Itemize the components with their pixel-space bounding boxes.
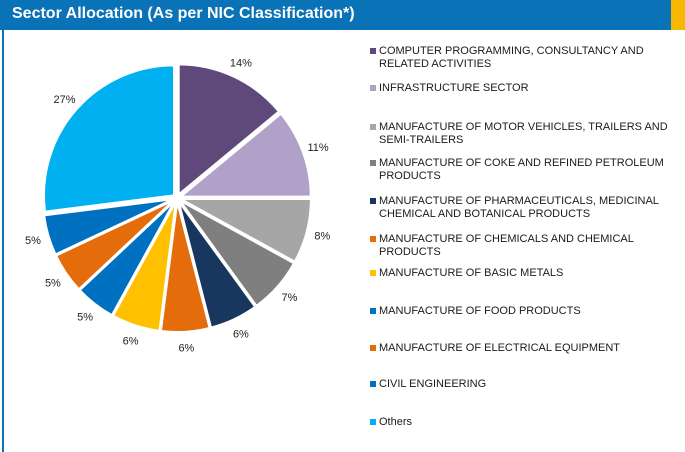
slice-percent-label: 6% bbox=[233, 329, 249, 341]
legend-swatch bbox=[370, 381, 376, 387]
legend-item: Others bbox=[370, 416, 680, 429]
pie-slice bbox=[43, 198, 174, 256]
legend-swatch bbox=[370, 270, 376, 276]
legend-swatch bbox=[370, 236, 376, 242]
pie-slice bbox=[180, 197, 312, 263]
legend-swatch bbox=[370, 124, 376, 130]
legend-label: MANUFACTURE OF BASIC METALS bbox=[379, 267, 564, 279]
legend-swatch bbox=[370, 160, 376, 166]
slice-percent-label: 6% bbox=[123, 336, 139, 348]
legend-swatch bbox=[370, 308, 376, 314]
pie-slice bbox=[177, 201, 257, 329]
legend-label: MANUFACTURE OF MOTOR VEHICLES, TRAILERS … bbox=[379, 121, 668, 146]
slice-percent-label: 5% bbox=[77, 312, 93, 324]
legend-swatch bbox=[370, 345, 376, 351]
pie-slice bbox=[43, 64, 175, 213]
panel-title: Sector Allocation (As per NIC Classifica… bbox=[12, 5, 355, 22]
slice-percent-label: 27% bbox=[53, 94, 75, 106]
legend-label: MANUFACTURE OF ELECTRICAL EQUIPMENT bbox=[379, 342, 621, 354]
pie-slice bbox=[54, 199, 175, 291]
legend-swatch bbox=[370, 85, 376, 91]
slice-percent-label: 5% bbox=[45, 277, 61, 289]
legend-item: MANUFACTURE OF FOOD PRODUCTS bbox=[370, 305, 680, 318]
legend-item: MANUFACTURE OF COKE AND REFINED PETROLEU… bbox=[370, 157, 680, 183]
legend-label: MANUFACTURE OF CHEMICALS AND CHEMICAL PR… bbox=[379, 233, 634, 258]
legend-item: MANUFACTURE OF PHARMACEUTICALS, MEDICINA… bbox=[370, 195, 680, 221]
legend-item: MANUFACTURE OF ELECTRICAL EQUIPMENT bbox=[370, 342, 680, 355]
legend-item: MANUFACTURE OF MOTOR VEHICLES, TRAILERS … bbox=[370, 121, 680, 147]
legend-item: INFRASTRUCTURE SECTOR bbox=[370, 82, 680, 95]
legend-item: COMPUTER PROGRAMMING, CONSULTANCY AND RE… bbox=[370, 45, 680, 71]
header-accent-bar bbox=[671, 0, 685, 30]
pie-slice bbox=[111, 201, 177, 332]
slice-percent-label: 6% bbox=[178, 343, 194, 355]
legend-item: MANUFACTURE OF CHEMICALS AND CHEMICAL PR… bbox=[370, 233, 680, 259]
legend-label: MANUFACTURE OF PHARMACEUTICALS, MEDICINA… bbox=[379, 195, 659, 220]
legend-item: CIVIL ENGINEERING bbox=[370, 378, 680, 391]
legend-label: MANUFACTURE OF COKE AND REFINED PETROLEU… bbox=[379, 157, 664, 182]
pie-chart: 14% 11% 8% 7% 6% 6% 6% 5% 5% 5% 27% bbox=[25, 57, 330, 355]
panel-header: Sector Allocation (As per NIC Classifica… bbox=[0, 0, 685, 30]
panel-left-border bbox=[2, 30, 4, 452]
slice-percent-label: 7% bbox=[282, 292, 298, 304]
legend-label: Others bbox=[379, 416, 413, 428]
slice-percent-label: 11% bbox=[307, 142, 328, 154]
slice-percent-label: 14% bbox=[230, 57, 252, 69]
legend-swatch bbox=[370, 419, 376, 425]
legend-swatch bbox=[370, 48, 376, 54]
pie-slice bbox=[179, 199, 296, 308]
legend-label: CIVIL ENGINEERING bbox=[379, 378, 487, 390]
legend-label: MANUFACTURE OF FOOD PRODUCTS bbox=[379, 305, 581, 317]
legend-label: COMPUTER PROGRAMMING, CONSULTANCY AND RE… bbox=[379, 45, 644, 70]
pie-slice bbox=[177, 112, 312, 198]
legend-swatch bbox=[370, 198, 376, 204]
pie-slice bbox=[177, 63, 281, 197]
pie-slice bbox=[78, 200, 176, 317]
slice-percent-label: 5% bbox=[25, 235, 41, 247]
legend-label: INFRASTRUCTURE SECTOR bbox=[379, 82, 529, 94]
pie-slice bbox=[159, 201, 211, 333]
slice-percent-label: 8% bbox=[314, 230, 330, 242]
legend-item: MANUFACTURE OF BASIC METALS bbox=[370, 267, 680, 280]
